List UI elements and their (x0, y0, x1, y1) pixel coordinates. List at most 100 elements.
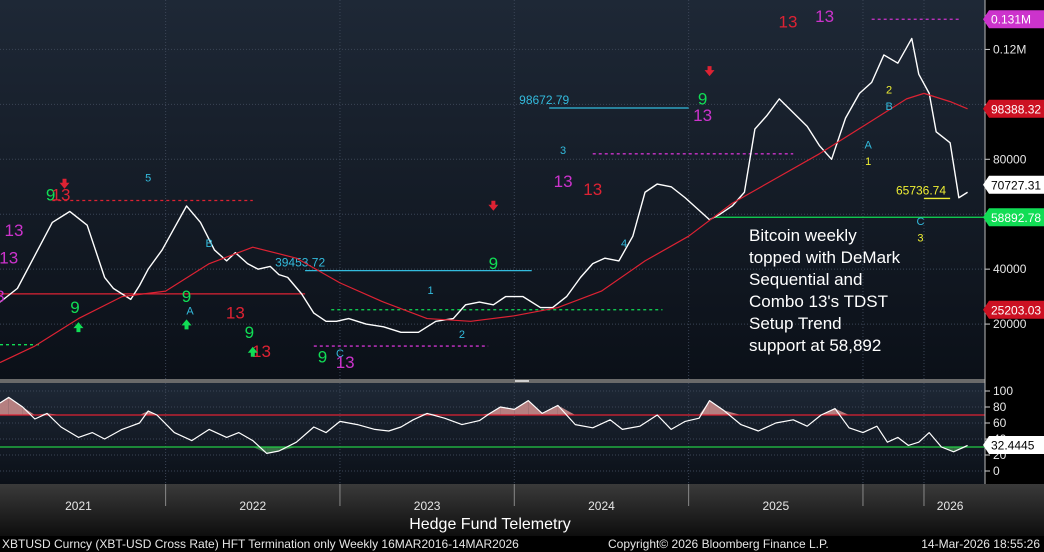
indicator-zone-fill (699, 400, 710, 415)
indicator-line (0, 396, 968, 454)
annotation-line: Bitcoin weekly (749, 226, 857, 245)
td-count-label: 9 (698, 89, 707, 108)
annotation-line: Combo 13's TDST (749, 292, 888, 311)
x-axis-panel (0, 484, 1044, 536)
price-tag-label: 25203.03 (991, 303, 1041, 317)
td-count-label: 1 (428, 285, 434, 297)
indicator-tick-label: 0 (993, 464, 1000, 478)
price-tag-label: 98388.32 (991, 102, 1041, 116)
price-tag (983, 10, 1044, 29)
panel-divider[interactable] (0, 379, 985, 383)
annotation-text: Bitcoin weekly topped with DeMark Sequenti… (749, 226, 901, 355)
price-tag (983, 99, 1044, 118)
td-count-label: 2 (459, 329, 465, 341)
level-label: 39453.72 (275, 256, 325, 270)
x-axis-label: 2023 (414, 499, 441, 513)
chart-caption: Hedge Fund Telemetry (409, 516, 571, 533)
td-count-label: 2 (886, 84, 892, 96)
buy-arrow-icon (73, 322, 84, 333)
ticker-description: XBTUSD Curncy (XBT-USD Cross Rate) HFT T… (2, 537, 519, 551)
td-count-label: 13 (252, 342, 271, 361)
x-axis-label: 2022 (239, 499, 266, 513)
indicator-value-label: 32.4445 (991, 439, 1035, 453)
x-axis-label: 2021 (65, 499, 92, 513)
sell-arrow-icon (704, 66, 715, 77)
td-count-label: 9 (489, 254, 498, 273)
indicator-zone-fill (252, 447, 267, 454)
copyright-text: Copyright© 2026 Bloomberg Finance L.P. (608, 537, 829, 551)
td-count-label: 13 (4, 221, 23, 240)
x-axis-label: 2026 (937, 499, 964, 513)
td-count-label: 13 (815, 7, 834, 26)
buy-arrow-icon (181, 319, 192, 330)
td-count-label: 3 (917, 233, 923, 245)
td-count-label: 13 (226, 304, 245, 323)
td-count-label: 13 (583, 180, 602, 199)
price-tag (983, 208, 1044, 227)
indicator-value-tag (983, 436, 1044, 455)
indicator-zone-fill (266, 447, 279, 454)
price-tag-label: 58892.78 (991, 211, 1041, 225)
td-count-label: 9 (318, 348, 327, 367)
annotation-line: support at 58,892 (749, 336, 881, 355)
price-tag-label: 0.131M (991, 13, 1031, 27)
indicator-zone-fill (22, 407, 35, 415)
td-count-label: 5 (145, 172, 151, 184)
td-count-label: B (206, 238, 213, 250)
td-count-label: 3 (0, 287, 5, 306)
footer-bar: XBTUSD Curncy (XBT-USD Cross Rate) HFT T… (0, 536, 1044, 552)
sell-arrow-icon (488, 200, 499, 211)
timestamp-text: 14-Mar-2026 18:55:26 (921, 537, 1040, 551)
price-tag (983, 175, 1044, 194)
annotation-line: Setup Trend (749, 314, 842, 333)
buy-arrow-icon (247, 346, 258, 357)
td-count-label: B (885, 101, 892, 113)
moving-average-line (0, 92, 968, 364)
td-count-label: 13 (336, 353, 355, 372)
indicator-zone-fill (8, 397, 23, 415)
price-tick-label: 0.12M (993, 42, 1026, 56)
annotation-line: topped with DeMark (749, 248, 901, 267)
right-axis-panel (985, 0, 1044, 484)
td-count-label: C (336, 348, 344, 360)
indicator-zone-fill (557, 405, 576, 415)
indicator-tick-label: 100 (993, 384, 1013, 398)
td-count-label: 9 (70, 298, 79, 317)
td-count-label: 1 (865, 156, 871, 168)
price-line (0, 37, 968, 334)
indicator-tick-label: 60 (993, 416, 1007, 430)
sell-arrow-icon (59, 178, 70, 189)
td-count-label: 4 (621, 238, 627, 250)
td-count-label: 3 (560, 145, 566, 157)
indicator-plot (0, 396, 985, 454)
indicator-tick-label: 80 (993, 400, 1007, 414)
x-axis-label: 2025 (762, 499, 789, 513)
td-count-label: 13 (693, 106, 712, 125)
indicator-zone-fill (709, 400, 724, 415)
indicator-zone-fill (278, 447, 297, 451)
td-count-label: A (865, 139, 873, 151)
price-tag-label: 70727.31 (991, 178, 1041, 192)
level-label: 98672.79 (519, 93, 569, 107)
indicator-gridlines (0, 383, 985, 484)
td-count-label: C (917, 216, 925, 228)
indicator-panel (0, 383, 985, 484)
chart-canvas: 98672.7939453.7265736.749131313395B9A139… (0, 0, 1044, 536)
annotation-line: Sequential and (749, 270, 862, 289)
price-panel (0, 0, 985, 379)
level-label: 65736.74 (896, 183, 946, 197)
divider-handle-icon[interactable] (515, 380, 529, 382)
indicator-zone-fill (514, 400, 529, 415)
td-count-label: 9 (182, 287, 191, 306)
td-count-label: 13 (0, 249, 18, 268)
x-axis-label: 2024 (588, 499, 615, 513)
td-count-label: 9 (46, 185, 55, 204)
price-tick-label: 80000 (993, 152, 1027, 166)
td-count-label: 13 (52, 185, 71, 204)
td-count-label: 13 (779, 12, 798, 31)
price-tag (983, 300, 1044, 319)
td-count-label: 9 (245, 323, 254, 342)
price-tick-label: 20000 (993, 317, 1027, 331)
price-plot: 98672.7939453.7265736.749131313395B9A139… (0, 7, 985, 372)
